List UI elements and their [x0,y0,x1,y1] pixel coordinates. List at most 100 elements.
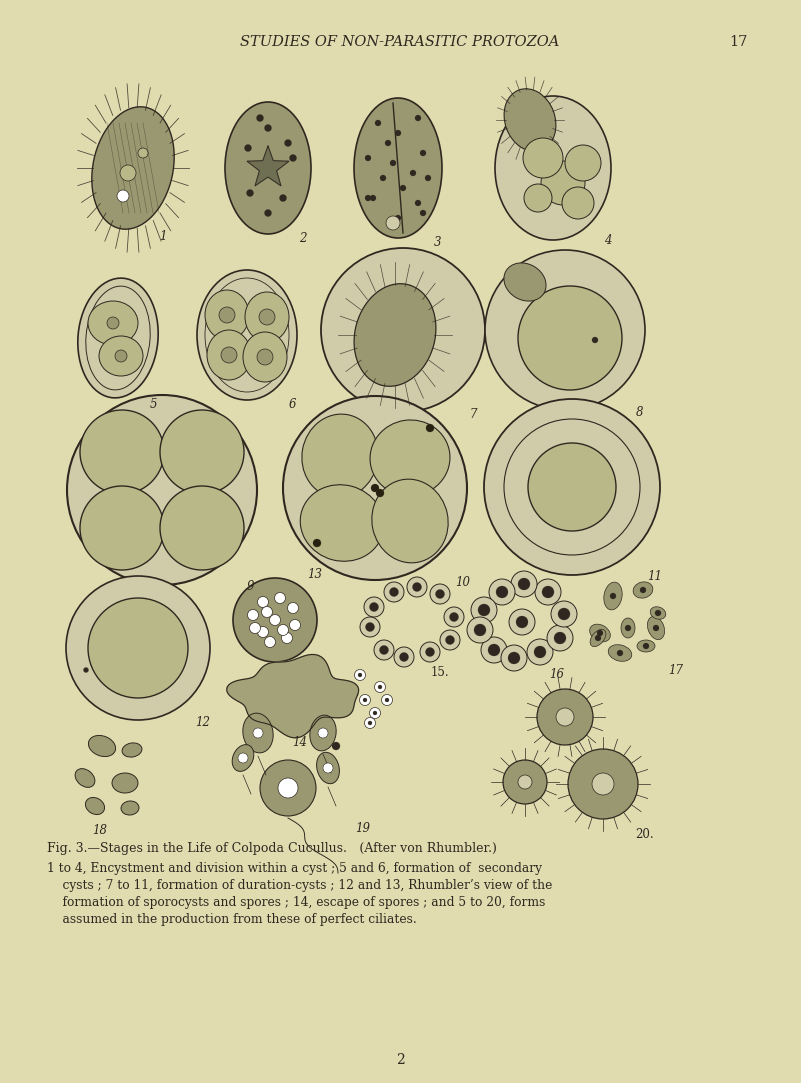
Circle shape [556,708,574,726]
Circle shape [551,601,577,627]
Circle shape [221,347,237,363]
Text: Fig. 3.—Stages in the Life of Colpoda Cucullus. (After von Rhumbler.): Fig. 3.—Stages in the Life of Colpoda Cu… [47,841,497,854]
Circle shape [413,583,421,591]
Circle shape [518,578,530,590]
Circle shape [484,399,660,575]
Circle shape [415,115,421,121]
Text: 4: 4 [604,234,612,247]
Circle shape [369,602,379,612]
Circle shape [378,686,382,689]
Circle shape [518,286,622,390]
Circle shape [395,216,401,221]
Circle shape [485,250,645,410]
Circle shape [244,144,252,152]
Circle shape [281,632,292,643]
Circle shape [425,648,434,656]
Circle shape [256,115,264,121]
Ellipse shape [302,414,378,498]
Circle shape [524,184,552,212]
Circle shape [257,349,273,365]
Circle shape [373,712,377,715]
Circle shape [257,626,268,638]
Circle shape [440,630,460,650]
Circle shape [655,610,661,616]
Circle shape [260,760,316,815]
Circle shape [371,484,379,492]
Circle shape [365,623,375,631]
Ellipse shape [637,640,655,652]
Circle shape [518,775,532,790]
Circle shape [541,161,585,205]
Circle shape [88,598,188,699]
Ellipse shape [633,582,653,598]
Circle shape [313,539,321,547]
Text: 12: 12 [195,717,211,730]
Circle shape [365,155,371,161]
Circle shape [364,597,384,617]
Text: 11: 11 [647,571,662,584]
Ellipse shape [207,330,251,380]
Ellipse shape [590,629,606,647]
Circle shape [528,443,616,531]
Ellipse shape [370,420,450,496]
Text: 16: 16 [549,667,565,680]
Text: 20.: 20. [636,827,654,840]
Circle shape [653,625,659,631]
Circle shape [508,652,520,664]
Circle shape [523,138,563,178]
Circle shape [394,647,414,667]
Circle shape [355,669,365,680]
Circle shape [489,579,515,605]
Circle shape [592,337,598,343]
Circle shape [481,637,507,663]
Text: 17: 17 [729,35,747,49]
Circle shape [280,195,287,201]
Circle shape [562,187,594,219]
Ellipse shape [225,102,311,234]
Circle shape [264,209,272,217]
Circle shape [283,396,467,580]
Circle shape [509,609,535,635]
Polygon shape [227,654,359,738]
Circle shape [160,410,244,494]
Circle shape [568,749,638,819]
Ellipse shape [504,89,556,152]
Circle shape [66,576,210,720]
Text: 8: 8 [636,405,644,418]
Circle shape [595,635,601,641]
Ellipse shape [243,713,273,753]
Ellipse shape [504,263,546,301]
Circle shape [374,640,394,660]
Circle shape [269,614,280,626]
Ellipse shape [590,624,610,642]
Ellipse shape [310,715,336,751]
Text: 1 to 4, Encystment and division within a cyst ; 5 and 6, formation of  secondary: 1 to 4, Encystment and division within a… [47,862,542,875]
Circle shape [289,155,296,161]
Circle shape [516,616,528,628]
Circle shape [511,571,537,597]
Circle shape [467,617,493,643]
Circle shape [233,578,317,662]
Circle shape [277,625,288,636]
Circle shape [558,608,570,619]
Circle shape [617,650,623,656]
Ellipse shape [300,485,384,561]
Circle shape [284,140,292,146]
Circle shape [264,125,272,131]
Circle shape [289,619,300,630]
Circle shape [542,586,554,598]
Circle shape [400,185,406,191]
Circle shape [261,606,272,617]
Circle shape [592,773,614,795]
Circle shape [610,593,616,599]
Text: 2: 2 [300,232,307,245]
Ellipse shape [112,773,138,793]
Circle shape [643,643,649,649]
Circle shape [420,151,426,156]
Circle shape [376,490,384,497]
Circle shape [259,309,275,325]
Circle shape [375,120,381,126]
Circle shape [360,694,371,705]
Circle shape [288,602,299,613]
Circle shape [474,624,486,636]
